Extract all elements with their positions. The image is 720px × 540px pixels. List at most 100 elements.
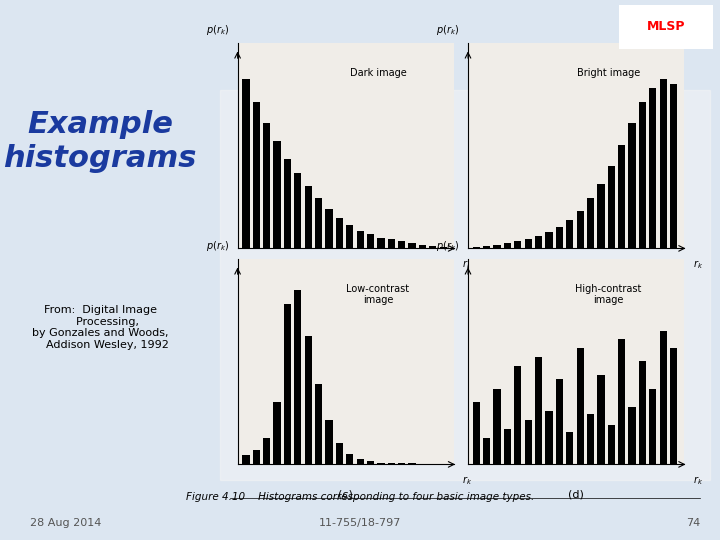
Bar (305, 186, 312, 248)
Bar (305, 336, 312, 464)
Text: Low-contrast
image: Low-contrast image (346, 284, 410, 306)
Bar (483, 437, 490, 464)
Bar (387, 463, 395, 464)
Bar (535, 357, 542, 464)
Bar (284, 304, 291, 464)
Bar (598, 375, 605, 464)
Bar (639, 361, 646, 464)
Bar (493, 389, 500, 464)
Bar (577, 211, 584, 248)
Bar (577, 348, 584, 464)
Bar (670, 348, 678, 464)
Bar (377, 238, 384, 248)
Bar (629, 124, 636, 248)
Bar (514, 366, 521, 464)
Bar (440, 247, 447, 248)
Bar (556, 379, 563, 464)
Bar (514, 241, 521, 248)
Text: MLSP: MLSP (647, 21, 685, 33)
Text: $r_k$: $r_k$ (462, 475, 472, 487)
Bar (618, 340, 626, 464)
Bar (346, 454, 354, 464)
Text: Dark image: Dark image (350, 68, 406, 78)
Text: High-contrast
image: High-contrast image (575, 284, 642, 306)
Bar (483, 246, 490, 248)
Bar (608, 166, 615, 248)
Bar (598, 184, 605, 248)
Text: (a): (a) (338, 273, 354, 283)
Text: From:  Digital Image
    Processing,
by Gonzales and Woods,
    Addison Wesley, : From: Digital Image Processing, by Gonza… (32, 305, 168, 350)
Text: $p(r_k)$: $p(r_k)$ (206, 239, 229, 253)
Text: $r_k$: $r_k$ (462, 259, 472, 271)
Bar (660, 79, 667, 248)
Bar (545, 411, 553, 464)
Bar (629, 407, 636, 464)
Bar (639, 102, 646, 248)
Bar (367, 234, 374, 248)
Bar (398, 241, 405, 248)
Bar (336, 218, 343, 248)
Bar (493, 245, 500, 248)
Bar (618, 145, 626, 248)
Text: $r_k$: $r_k$ (693, 259, 703, 271)
Bar (429, 246, 436, 248)
Bar (284, 159, 291, 248)
Bar (398, 463, 405, 464)
Bar (356, 459, 364, 464)
Text: (c): (c) (338, 489, 353, 499)
Bar (294, 289, 302, 464)
Text: 28 Aug 2014: 28 Aug 2014 (30, 518, 102, 528)
Bar (377, 463, 384, 464)
Bar (367, 461, 374, 464)
Bar (408, 463, 415, 464)
Text: (b): (b) (568, 273, 584, 283)
Bar (263, 124, 270, 248)
Bar (336, 443, 343, 464)
Bar (566, 220, 573, 248)
Bar (242, 79, 250, 248)
Bar (472, 247, 480, 248)
Bar (608, 425, 615, 464)
Text: 74: 74 (685, 518, 700, 528)
Bar (545, 232, 553, 248)
Bar (525, 239, 532, 248)
Bar (387, 239, 395, 248)
Bar (419, 245, 426, 248)
Bar (356, 231, 364, 248)
Bar (346, 225, 354, 248)
Bar (649, 88, 657, 248)
Text: $p(r_k)$: $p(r_k)$ (206, 23, 229, 37)
Bar (263, 437, 270, 464)
Text: 11-755/18-797: 11-755/18-797 (319, 518, 401, 528)
Bar (294, 173, 302, 248)
Bar (587, 414, 594, 464)
Bar (274, 402, 281, 464)
Bar (649, 389, 657, 464)
Text: $p(r_k)$: $p(r_k)$ (436, 239, 459, 253)
Bar (660, 330, 667, 464)
Bar (535, 236, 542, 248)
Text: Example
histograms: Example histograms (4, 110, 197, 173)
Bar (274, 141, 281, 248)
Bar (419, 463, 426, 464)
Bar (315, 384, 323, 464)
Bar (587, 198, 594, 248)
Bar (325, 209, 333, 248)
Bar (220, 90, 710, 480)
Bar (556, 227, 563, 248)
Bar (670, 84, 678, 248)
Bar (253, 450, 260, 464)
Bar (315, 198, 323, 248)
Text: Figure 4.10    Histograms corresponding to four basic image types.: Figure 4.10 Histograms corresponding to … (186, 492, 534, 502)
Text: $r_k$: $r_k$ (693, 475, 703, 487)
Bar (325, 420, 333, 464)
Bar (242, 455, 250, 464)
Text: Bright image: Bright image (577, 68, 640, 78)
Text: $p(r_k)$: $p(r_k)$ (436, 23, 459, 37)
Text: (d): (d) (568, 489, 584, 499)
Bar (253, 102, 260, 248)
Bar (472, 402, 480, 464)
Bar (408, 243, 415, 248)
Bar (504, 243, 511, 248)
Bar (504, 429, 511, 464)
